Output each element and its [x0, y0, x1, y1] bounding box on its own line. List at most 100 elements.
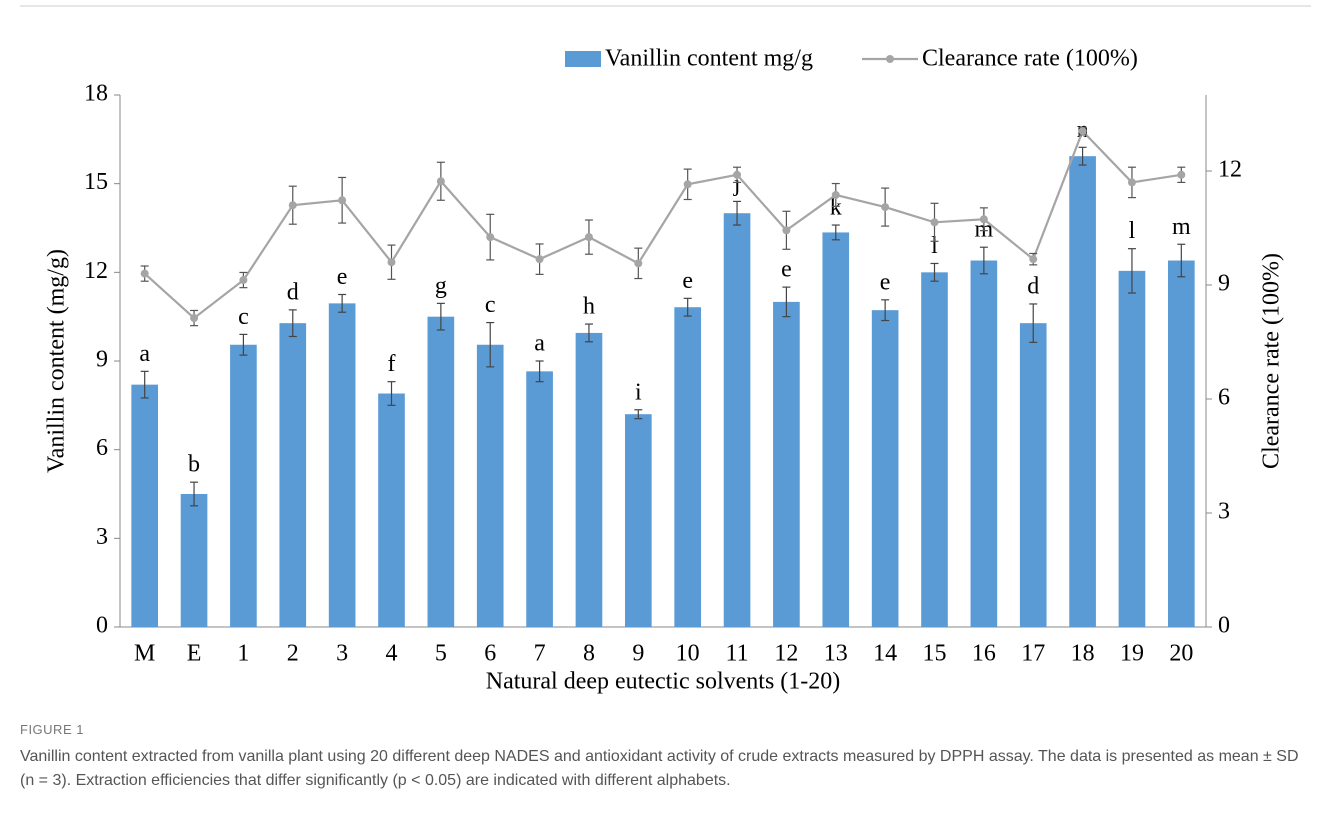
significance-letter: d	[287, 279, 299, 305]
y2-tick-label: 12	[1218, 157, 1242, 183]
bar	[378, 393, 405, 627]
bar	[526, 371, 553, 627]
line-marker	[535, 255, 544, 264]
legend-swatch	[565, 51, 601, 67]
x-tick-label: 18	[1071, 641, 1095, 667]
x-tick-label: 7	[534, 641, 546, 667]
significance-letter: c	[238, 304, 249, 330]
line-marker	[584, 233, 593, 242]
bar	[624, 414, 652, 627]
significance-letter: e	[880, 269, 891, 295]
x-tick-label: 1	[237, 641, 249, 667]
x-tick-label: 13	[824, 641, 848, 667]
x-tick-label: 6	[484, 641, 496, 667]
line-marker	[881, 203, 890, 212]
x-tick-label: 14	[873, 641, 897, 667]
significance-letter: a	[534, 331, 545, 357]
x-tick-label: M	[134, 641, 155, 667]
x-tick-label: 15	[923, 641, 947, 667]
y2-axis-label: Clearance rate (100%)	[1259, 253, 1285, 469]
x-tick-label: 11	[725, 641, 748, 667]
significance-letter: m	[1172, 214, 1191, 240]
x-tick-label: 12	[774, 641, 798, 667]
line-marker	[1177, 170, 1186, 179]
significance-letter: i	[635, 379, 642, 405]
significance-letter: j	[733, 171, 741, 197]
y-tick-label: 0	[96, 613, 108, 639]
x-tick-label: 10	[676, 641, 700, 667]
y-tick-label: 18	[84, 81, 108, 107]
bar	[674, 307, 702, 627]
bar	[476, 344, 504, 627]
y-tick-label: 12	[84, 258, 108, 284]
bar	[970, 260, 998, 627]
line-marker	[140, 269, 149, 278]
line-marker	[831, 190, 840, 199]
bar	[1069, 156, 1096, 627]
x-tick-label: 16	[972, 641, 996, 667]
line-marker	[486, 233, 495, 242]
significance-letter: b	[188, 452, 200, 478]
line-marker	[338, 196, 347, 205]
significance-letter: l	[931, 233, 938, 259]
significance-letter: l	[1129, 218, 1136, 244]
line-marker	[733, 170, 742, 179]
bar	[773, 301, 800, 627]
line-marker	[387, 258, 396, 267]
legend-label: Vanillin content mg/g	[605, 46, 813, 72]
x-tick-label: 20	[1169, 641, 1193, 667]
x-tick-label: 3	[336, 641, 348, 667]
line-marker	[1127, 178, 1136, 187]
significance-letter: d	[1027, 273, 1039, 299]
line-marker	[1029, 255, 1038, 264]
x-tick-label: 19	[1120, 641, 1144, 667]
x-tick-label: 2	[287, 641, 299, 667]
legend-swatch-marker	[886, 55, 894, 63]
x-tick-label: 17	[1021, 641, 1045, 667]
line-marker	[979, 215, 988, 224]
bar	[230, 344, 257, 627]
line	[143, 129, 1182, 320]
x-tick-label: 5	[435, 641, 447, 667]
significance-letter: h	[583, 294, 595, 320]
line-marker	[1078, 127, 1087, 136]
line-marker	[239, 276, 248, 285]
x-tick-label: 9	[632, 641, 644, 667]
line-marker	[683, 180, 692, 189]
bar	[328, 303, 356, 627]
y-tick-label: 15	[84, 169, 108, 195]
significance-letter: c	[485, 292, 496, 318]
bar	[1118, 270, 1146, 627]
significance-letter: f	[388, 351, 396, 377]
line-marker	[634, 259, 643, 268]
line-marker	[288, 201, 297, 210]
y-tick-label: 6	[96, 435, 108, 461]
caption-label: FIGURE 1	[20, 722, 84, 737]
bar	[279, 323, 307, 627]
y-axis-label: Vanillin content (mg/g)	[44, 249, 70, 473]
bar	[723, 213, 751, 627]
bar	[871, 310, 899, 627]
x-tick-label: 4	[386, 641, 398, 667]
y2-tick-label: 0	[1218, 613, 1230, 639]
significance-letter: e	[337, 264, 348, 290]
line-marker	[782, 226, 791, 235]
significance-letter: k	[830, 195, 842, 221]
y-tick-label: 9	[96, 347, 108, 373]
legend-label: Clearance rate (100%)	[922, 46, 1138, 72]
line-marker	[436, 177, 445, 186]
x-axis-label: Natural deep eutectic solvents (1-20)	[486, 669, 841, 695]
significance-letter: a	[139, 341, 150, 367]
significance-letter: e	[682, 268, 693, 294]
line-marker	[190, 314, 199, 323]
bar	[131, 384, 159, 627]
x-tick-label: E	[187, 641, 202, 667]
bar	[1019, 323, 1047, 627]
bar	[921, 272, 948, 627]
significance-letter: g	[435, 273, 447, 299]
bar	[1167, 260, 1195, 627]
caption-text: Vanillin content extracted from vanilla …	[20, 748, 1299, 789]
chart: Natural deep eutectic solvents (1-20) Va…	[20, 5, 1311, 695]
bar	[427, 316, 455, 627]
